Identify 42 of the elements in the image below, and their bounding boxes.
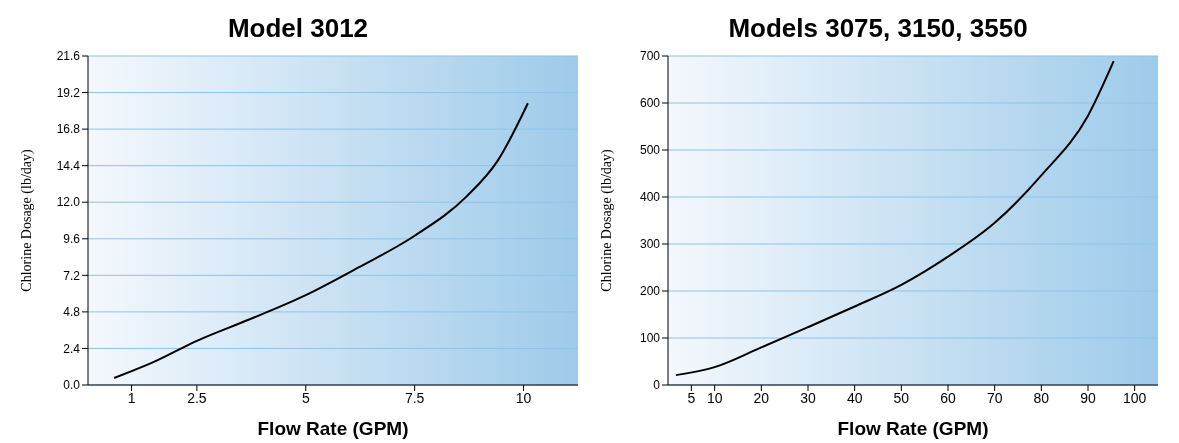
y-tick-label: 400 [639, 190, 661, 205]
y-tick-label: 4.8 [63, 305, 81, 320]
x-tick-label: 100 [1122, 389, 1147, 406]
y-axis-title: Chlorine Dosage (lb/day) [18, 149, 35, 292]
y-tick-label: 14.4 [56, 158, 81, 173]
y-tick-label: 7.2 [63, 268, 81, 283]
x-tick-label: 10 [706, 389, 723, 406]
y-tick-label: 0.0 [63, 378, 81, 393]
x-tick-label: 90 [1080, 389, 1096, 406]
chart-title: Models 3075, 3150, 3550 [727, 12, 1029, 45]
x-tick-label: 20 [753, 389, 770, 406]
x-tick-label: 5 [301, 389, 310, 406]
x-tick-label: 70 [986, 389, 1003, 406]
x-tick-label: 80 [1033, 389, 1050, 406]
y-tick-label: 0 [653, 378, 661, 393]
y-tick-label: 100 [639, 331, 661, 346]
y-tick-label: 9.6 [63, 232, 81, 247]
y-tick-label: 12.0 [56, 195, 81, 210]
x-tick-label: 40 [846, 389, 863, 406]
x-tick-label: 10 [515, 389, 532, 406]
chart-title: Model 3012 [226, 12, 370, 45]
y-tick-label: 21.6 [56, 49, 81, 64]
x-tick-label: 50 [893, 389, 910, 406]
line-series [113, 102, 529, 379]
y-tick-label: 19.2 [56, 85, 81, 100]
y-tick-label: 700 [639, 49, 661, 64]
y-axis-title: Chlorine Dosage (lb/day) [598, 149, 615, 292]
x-tick-label: 2.5 [187, 389, 207, 406]
x-tick-label: 7.5 [404, 389, 425, 406]
y-tick-label: 200 [639, 284, 661, 299]
y-tick-label: 2.4 [63, 341, 81, 356]
x-axis-title: Flow Rate (GPM) [257, 418, 409, 439]
x-tick-label: 1 [127, 389, 136, 406]
x-tick-label: 30 [800, 389, 816, 406]
y-tick-label: 16.8 [56, 122, 81, 137]
x-tick-label: 60 [940, 389, 956, 406]
x-axis-title: Flow Rate (GPM) [837, 418, 989, 439]
line-series [674, 60, 1115, 377]
y-tick-label: 600 [639, 96, 661, 111]
y-tick-label: 500 [639, 143, 661, 158]
x-tick-label: 5 [687, 389, 696, 406]
y-tick-label: 300 [639, 237, 661, 252]
